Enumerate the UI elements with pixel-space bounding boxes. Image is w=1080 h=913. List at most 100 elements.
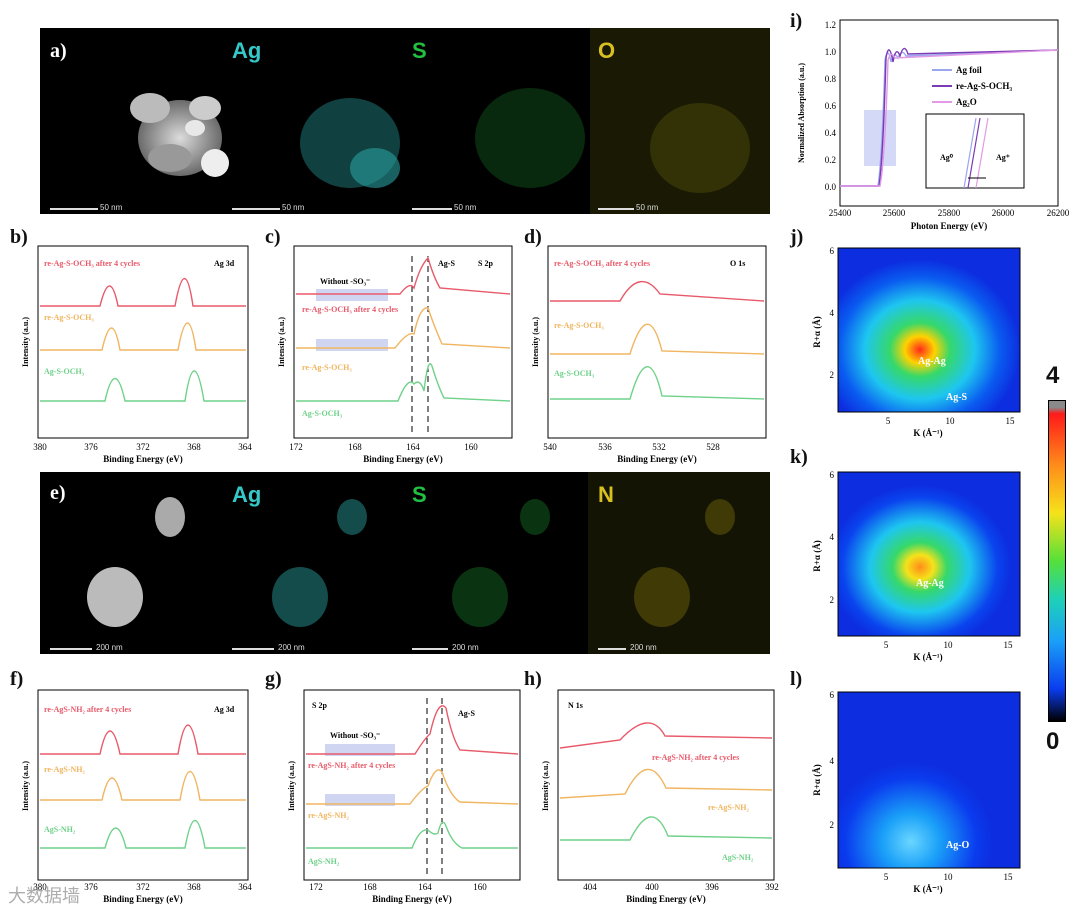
panel-b-series-3: Ag-S-OCH₃ [44,367,85,376]
scale-text-e3: 200 nm [452,643,479,652]
i-ytick-2: 0.4 [825,128,837,138]
ylabel-f: Intensity (a.u.) [21,761,30,811]
panel-f-series-3: AgS-NH₂ [44,825,76,834]
tick-b-0: 380 [33,442,47,452]
panel-label-a: a) [50,40,67,62]
tick-c-0: 172 [289,442,303,452]
tick-d-2: 532 [652,442,666,452]
sem-particle-e [87,497,185,627]
eds-row-a-image [40,28,770,214]
panel-label-k: k) [790,446,808,468]
xlabel-g: Binding Energy (eV) [372,894,452,904]
panel-h-curve-1 [559,722,773,749]
panel-b-frame [37,245,249,439]
panel-i-legend: Ag foil re-Ag-S-OCH₃ Ag₂O [932,65,1012,107]
wavelet-j [837,247,1021,413]
l-xtick-1: 10 [944,872,954,882]
panel-d-series-1: re-Ag-S-OCH₃ after 4 cycles [554,259,650,268]
tick-f-3: 368 [187,882,201,892]
inset-ag0: Ag⁰ [940,153,954,162]
o-map-dots [590,28,770,214]
panel-c-text-labels: Without -SO₃⁻ Ag-S S 2p re-Ag-S-OCH₃ aft… [302,259,493,418]
scale-text-a1: 50 nm [100,203,123,212]
colorbar [1048,400,1066,722]
l-ytick-2: 6 [830,690,835,700]
j-ytick-0: 2 [830,370,835,380]
ylabel-c: Intensity (a.u.) [277,317,286,367]
ag-map-dots [300,98,400,188]
panel-c-series-1: re-Ag-S-OCH₃ after 4 cycles [302,305,398,314]
j-ytick-1: 4 [830,308,835,318]
panel-i-ylabel: Normalized Absorption (a.u.) [797,63,806,163]
wavelet-k-yticks: 2 4 6 [830,470,835,605]
panel-b-curve-2 [40,322,246,351]
i-ytick-5: 1.0 [825,47,837,57]
panel-i-curve-ag2o [840,49,1059,187]
ylabel-g: Intensity (a.u.) [287,761,296,811]
panel-b-tag: Ag 3d [214,259,235,268]
ylabel-b: Intensity (a.u.) [21,317,30,367]
panel-label-e: e) [50,482,66,504]
panel-d-text-labels: re-Ag-S-OCH₃ after 4 cycles re-Ag-S-OCH₃… [554,259,745,378]
panel-d-tag: O 1s [730,259,745,268]
scale-text-a3: 50 nm [454,203,477,212]
k-ytick-1: 4 [830,532,835,542]
panel-i-xticks: 25400 25600 25800 26000 26200 [829,208,1070,218]
panel-g-curve-1 [306,705,519,755]
tick-g-1: 168 [363,882,377,892]
map-label-s-a: S [412,38,427,63]
map-label-ag-e: Ag [232,482,262,507]
panel-label-h: h) [524,668,542,690]
panel-g-tag: S 2p [312,701,327,710]
scalebar-a3 [412,208,452,210]
i-xtick-0: 25400 [829,208,852,218]
panel-b-curve-3 [40,370,246,402]
tick-d-0: 540 [543,442,557,452]
tick-f-1: 376 [84,882,98,892]
panel-g-curve-2 [306,769,519,805]
i-xtick-3: 26000 [992,208,1015,218]
panel-h-series-1: re-AgS-NH₂ after 4 cycles [652,753,739,762]
wavelet-l-xticks: 5 10 15 [884,872,1013,882]
tick-b-4: 364 [238,442,252,452]
xps-row-fgh: 380 376 372 368 364 172 168 164 160 404 … [21,689,779,904]
wavelet-j-xticks: 5 10 15 [886,416,1015,426]
panel-h-text-labels: N 1s re-AgS-NH₂ after 4 cycles re-AgS-NH… [568,701,754,862]
panel-f-series-labels: re-AgS-NH₂ after 4 cycles re-AgS-NH₂ AgS… [44,705,235,834]
tick-b-1: 376 [84,442,98,452]
panel-b-series-1: re-Ag-S-OCH₃ after 4 cycles [44,259,140,268]
wavelet-j-label-2: Ag-S [946,392,968,403]
tick-g-2: 164 [418,882,432,892]
k-xtick-2: 15 [1004,640,1014,650]
panel-c-highlight-2 [316,339,388,351]
tick-f-4: 364 [238,882,252,892]
xps-row-fgh-xlabels: Binding Energy (eV) Binding Energy (eV) … [103,894,706,904]
xps-row-fgh-ticks: 380 376 372 368 364 172 168 164 160 404 … [33,882,779,892]
ylabel-d: Intensity (a.u.) [531,317,540,367]
panel-i-xlabel: Photon Energy (eV) [911,221,988,231]
panel-g-series-1: re-AgS-NH₂ after 4 cycles [308,761,395,770]
ylabel-h: Intensity (a.u.) [541,761,550,811]
panel-c-series-2: re-Ag-S-OCH₃ [302,363,352,372]
panel-d-curve-3 [550,366,765,400]
panel-label-i: i) [790,10,803,32]
tick-f-0: 380 [33,882,47,892]
tick-c-1: 168 [348,442,362,452]
ag-map-e [272,499,367,627]
i-ytick-0: 0.0 [825,182,837,192]
i-xtick-4: 26200 [1047,208,1070,218]
xps-row-fgh-ylabels: Intensity (a.u.) Intensity (a.u.) Intens… [21,761,550,811]
wavelet-k-xticks: 5 10 15 [884,640,1013,650]
scale-text-e2: 200 nm [278,643,305,652]
panel-label-d: d) [524,226,542,248]
xlabel-c: Binding Energy (eV) [363,454,443,464]
panel-b-curve-1 [40,278,246,307]
k-ytick-0: 2 [830,595,835,605]
panel-h-curve-3 [560,816,773,841]
xlabel-f: Binding Energy (eV) [103,894,183,904]
eds-row-e [40,472,770,654]
wavelet-j-ylabel: R+α (Å) [812,316,822,347]
k-ytick-2: 6 [830,470,835,480]
scalebar-e2 [232,648,274,650]
panel-g-series-2: re-AgS-NH₂ [308,811,350,820]
